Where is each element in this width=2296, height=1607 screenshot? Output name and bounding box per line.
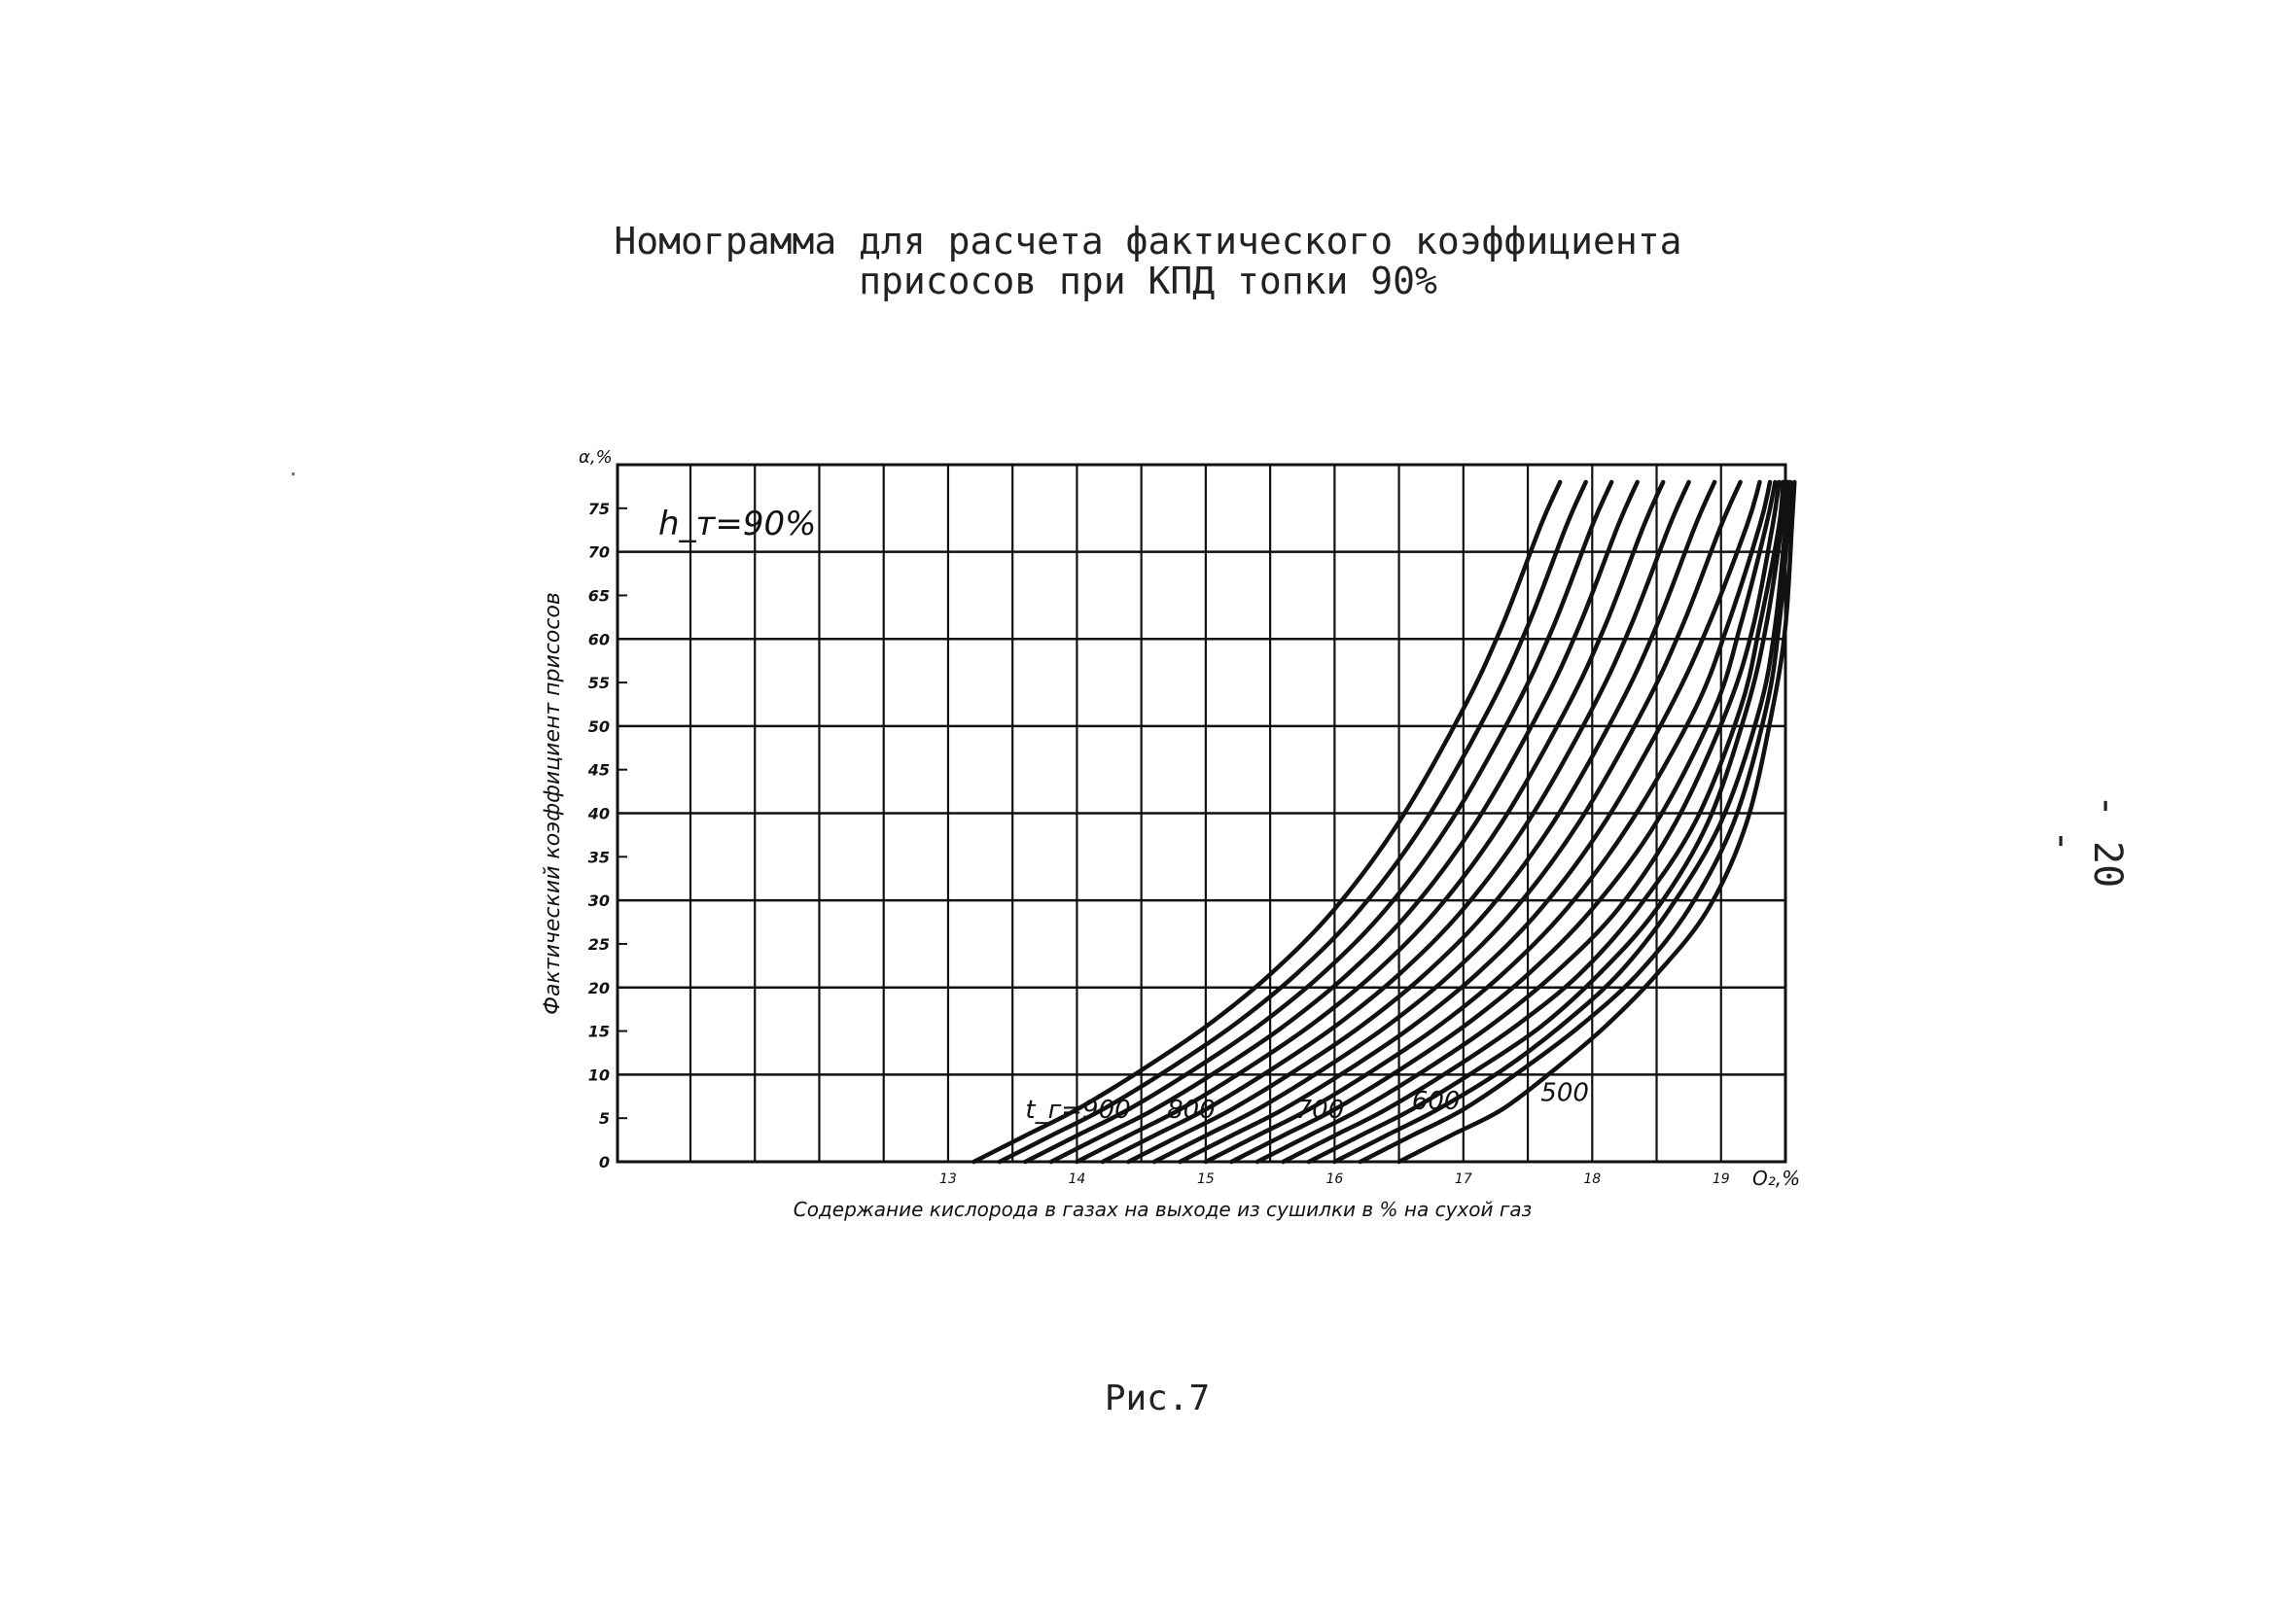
curve-series-700 — [1178, 479, 1762, 1165]
curve-series-900 — [971, 479, 1563, 1165]
plot-frame — [616, 463, 1787, 1164]
y-tick-label: 45 — [587, 761, 610, 780]
title-line-1: Номограмма для расчета фактического коэф… — [614, 220, 1682, 262]
y-tick-label: 25 — [588, 935, 610, 954]
curve-series-800 — [1075, 479, 1666, 1165]
x-tick-label: 14 — [1068, 1171, 1085, 1187]
curve-series-line-6 — [1100, 479, 1691, 1165]
curves — [971, 479, 1797, 1165]
y-tick-label: 10 — [588, 1066, 610, 1084]
y-axis-label: Фактический коэффициент присосов — [541, 592, 565, 1015]
curve-label: 700 — [1296, 1096, 1345, 1125]
y-tick-label: 60 — [588, 630, 610, 648]
title-line-2: присосов при КПД топки 90% — [859, 260, 1437, 302]
curve-series-line-3 — [1023, 479, 1614, 1165]
x-tick-label: 16 — [1325, 1171, 1343, 1187]
y-tick-label: 40 — [587, 805, 610, 823]
curve-label: 600 — [1412, 1087, 1461, 1116]
y-tick-label: 35 — [588, 848, 610, 866]
tick-labels: 0 5 10 15 20 25 30 35 40 45 50 55 60 65 70 75 13 14 15 16 17… — [587, 500, 1730, 1187]
x-tick-label: 15 — [1197, 1171, 1215, 1187]
x-tick-label: 13 — [939, 1171, 957, 1187]
curve-series-line-14 — [1306, 479, 1788, 1165]
x-tick-label: 18 — [1583, 1171, 1601, 1187]
grid — [618, 465, 1785, 1162]
curve-label: 500 — [1540, 1078, 1589, 1107]
y-tick-label: 30 — [588, 891, 610, 910]
y-tick-label: 70 — [588, 543, 610, 562]
curve-labels: t_г=900 800 700 600 500 — [1025, 1078, 1589, 1125]
curve-series-line-2 — [997, 479, 1588, 1165]
y-tick-label: 0 — [599, 1153, 610, 1171]
page-title: Номограмма для расчета фактического коэф… — [0, 222, 2296, 301]
x-tick-label: 17 — [1455, 1171, 1472, 1187]
x-tick-label: 19 — [1713, 1171, 1730, 1187]
y-tick-label: 5 — [599, 1109, 610, 1128]
curve-label: 800 — [1167, 1096, 1216, 1125]
curve-series-line-8 — [1151, 479, 1743, 1165]
y-tick-label: 65 — [588, 586, 610, 605]
y-tick-label: 75 — [588, 500, 610, 518]
curve-series-600 — [1281, 479, 1785, 1165]
y-tick-label: 15 — [588, 1023, 610, 1041]
curve-series-line-16 — [1358, 479, 1793, 1165]
annotation-label: h_т=90% — [658, 505, 816, 543]
curve-series-line-7 — [1126, 479, 1717, 1165]
y-unit-label: α,% — [579, 447, 613, 468]
y-tick-label: 20 — [588, 979, 610, 997]
x-axis-label: Содержание кислорода в газах на выходе и… — [794, 1198, 1533, 1221]
curve-series-line-11 — [1229, 479, 1778, 1165]
y-tick-label: 50 — [588, 717, 610, 736]
y-tick-label: 55 — [588, 674, 610, 692]
curve-series-line-15 — [1332, 479, 1790, 1165]
x-unit-label: O₂,% — [1752, 1167, 1800, 1190]
curve-series-line-12 — [1254, 479, 1782, 1165]
scan-speck — [292, 472, 295, 475]
curve-label: t_г=900 — [1025, 1096, 1130, 1125]
curve-series-line-4 — [1048, 479, 1640, 1165]
figure-caption: Рис.7 — [1104, 1379, 1211, 1418]
curve-series-line-10 — [1203, 479, 1773, 1165]
